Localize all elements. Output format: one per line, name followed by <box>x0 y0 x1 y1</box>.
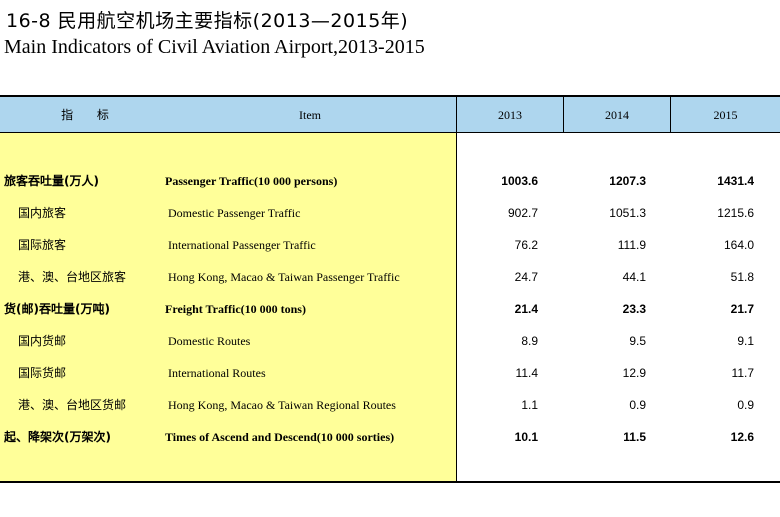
indicators-table: 指 标 Item 2013 2014 2015 旅客吞吐量(万人) Passeng… <box>0 95 780 483</box>
row-value-2014: 111.9 <box>617 238 646 252</box>
header-item-en: Item <box>299 108 321 122</box>
row-value-2014: 44.1 <box>622 270 646 284</box>
row-value-2013: 902.7 <box>507 206 538 220</box>
row-label-cn: 国内旅客 <box>18 206 67 220</box>
table-row: 国际旅客 International Passenger Traffic 76.2 1… <box>0 235 780 255</box>
row-label-cn: 港、澳、台地区旅客 <box>18 270 127 284</box>
page-title-english: Main Indicators of Civil Aviation Airpor… <box>4 36 425 58</box>
row-value-2014: 1051.3 <box>609 206 646 220</box>
row-label-cn: 港、澳、台地区货邮 <box>18 398 127 412</box>
row-value-2014: 11.5 <box>623 430 646 444</box>
header-indicator-cn: 指 标 <box>61 108 119 122</box>
row-value-2013: 24.7 <box>514 270 538 284</box>
row-value-2015: 0.9 <box>737 398 754 412</box>
column-divider-2014 <box>563 97 564 133</box>
table-row: 起、降架次(万架次) Times of Ascend and Descend(10… <box>0 427 780 447</box>
row-label-cn: 国内货邮 <box>18 334 67 348</box>
row-value-2013: 8.9 <box>521 334 538 348</box>
row-value-2013: 21.4 <box>514 302 538 316</box>
row-value-2013: 1.1 <box>521 398 538 412</box>
table-row: 国内旅客 Domestic Passenger Traffic 902.7 1051.… <box>0 203 780 223</box>
row-value-2014: 23.3 <box>622 302 646 316</box>
table-row: 国内货邮 Domestic Routes 8.9 9.5 9.1 <box>0 331 780 351</box>
table-row: 旅客吞吐量(万人) Passenger Traffic(10 000 person… <box>0 171 780 191</box>
row-value-2015: 164.0 <box>723 238 754 252</box>
row-value-2013: 10.1 <box>514 430 538 444</box>
row-value-2015: 11.7 <box>731 366 754 380</box>
row-value-2015: 51.8 <box>730 270 754 284</box>
table-row: 港、澳、台地区旅客 Hong Kong, Macao & Taiwan Passe… <box>0 267 780 287</box>
header-year-background-2014 <box>564 97 670 133</box>
row-label-en: Domestic Routes <box>168 334 251 348</box>
row-label-en: International Passenger Traffic <box>168 238 316 252</box>
row-label-en: Hong Kong, Macao & Taiwan Regional Route… <box>168 398 396 412</box>
row-label-en: Freight Traffic(10 000 tons) <box>165 302 306 316</box>
row-label-en: Passenger Traffic(10 000 persons) <box>165 174 338 188</box>
table-bottom-border <box>0 481 780 483</box>
table-row: 国际货邮 International Routes 11.4 12.9 11.7 <box>0 363 780 383</box>
row-value-2014: 1207.3 <box>609 174 646 188</box>
row-value-2013: 76.2 <box>514 238 538 252</box>
header-label-background <box>0 97 456 133</box>
table-row: 货(邮)吞吐量(万吨) Freight Traffic(10 000 tons) 2… <box>0 299 780 319</box>
row-value-2015: 21.7 <box>730 302 754 316</box>
row-value-2015: 1215.6 <box>717 206 754 220</box>
table-top-border <box>0 95 780 97</box>
row-value-2015: 12.6 <box>730 430 754 444</box>
row-value-2014: 9.5 <box>629 334 646 348</box>
row-label-cn: 国际旅客 <box>18 238 67 252</box>
page-title-chinese: 16-8 民用航空机场主要指标(2013—2015年) <box>6 10 409 32</box>
row-value-2013: 1003.6 <box>501 174 538 188</box>
row-label-en: Times of Ascend and Descend(10 000 sorti… <box>165 430 395 444</box>
header-year-2014: 2014 <box>605 108 629 122</box>
header-year-2013: 2013 <box>498 108 522 122</box>
row-label-en: International Routes <box>168 366 266 380</box>
table-row: 港、澳、台地区货邮 Hong Kong, Macao & Taiwan Regio… <box>0 395 780 415</box>
row-label-en: Domestic Passenger Traffic <box>168 206 301 220</box>
header-year-2015: 2015 <box>713 108 738 122</box>
row-label-cn: 国际货邮 <box>18 366 67 380</box>
row-value-2014: 0.9 <box>629 398 646 412</box>
header-year-background-2013 <box>457 97 563 133</box>
row-label-en: Hong Kong, Macao & Taiwan Passenger Traf… <box>168 270 400 284</box>
row-label-cn: 货(邮)吞吐量(万吨) <box>4 302 110 316</box>
column-divider-2015 <box>670 97 671 133</box>
label-column-background <box>0 133 456 481</box>
row-value-2014: 12.9 <box>622 366 646 380</box>
header-year-background-2015 <box>671 97 780 133</box>
header-separator <box>0 132 780 133</box>
row-label-cn: 旅客吞吐量(万人) <box>4 174 99 188</box>
row-value-2015: 1431.4 <box>717 174 754 188</box>
row-value-2015: 9.1 <box>737 334 754 348</box>
row-value-2013: 11.4 <box>515 366 538 380</box>
row-label-cn: 起、降架次(万架次) <box>4 430 111 444</box>
column-divider-label <box>456 97 457 481</box>
